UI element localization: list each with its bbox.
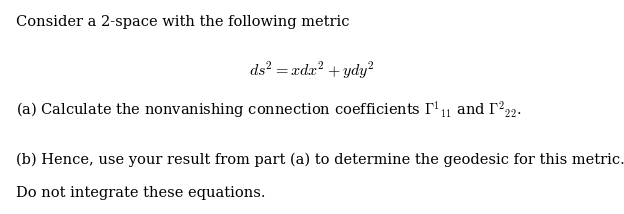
- Text: $ds^2 = xdx^2 + ydy^2$: $ds^2 = xdx^2 + ydy^2$: [249, 60, 375, 81]
- Text: (b) Hence, use your result from part (a) to determine the geodesic for this metr: (b) Hence, use your result from part (a)…: [16, 153, 624, 167]
- Text: (a) Calculate the nonvanishing connection coefficients $\Gamma^1{}_{11}$ and $\G: (a) Calculate the nonvanishing connectio…: [16, 100, 521, 120]
- Text: Consider a 2-space with the following metric: Consider a 2-space with the following me…: [16, 15, 349, 29]
- Text: Do not integrate these equations.: Do not integrate these equations.: [16, 186, 265, 200]
